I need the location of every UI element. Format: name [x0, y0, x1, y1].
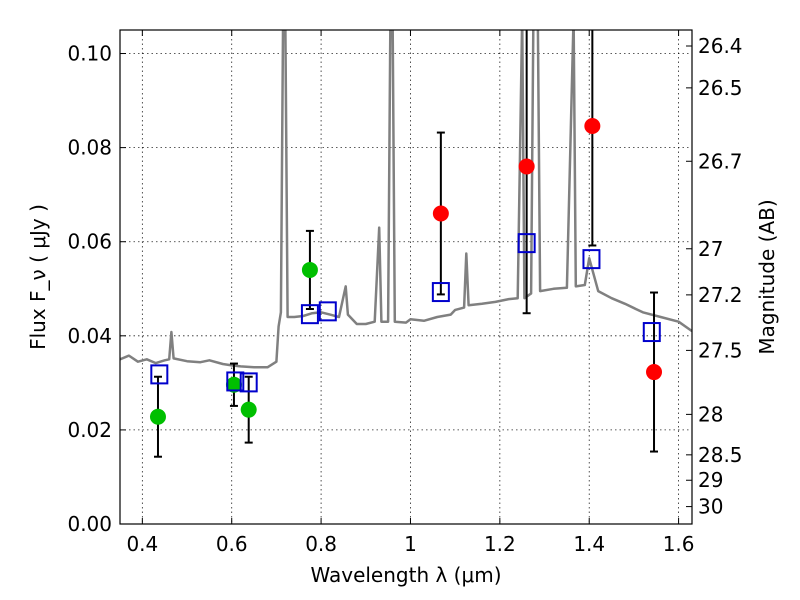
x-tick-label: 1.4 [573, 532, 605, 556]
x-tick-label: 0.4 [126, 532, 158, 556]
x-tick-label: 1 [404, 532, 417, 556]
right-tick-label: 27 [698, 237, 723, 261]
model-point [582, 249, 601, 270]
right-tick-label: 27.5 [698, 338, 743, 362]
right-tick-label: 27.2 [698, 283, 743, 307]
data-point [518, 158, 535, 175]
model-point [300, 304, 319, 325]
y-tick-label: 0.00 [67, 512, 112, 536]
y-tick-label: 0.06 [67, 230, 112, 254]
right-tick-label: 26.4 [698, 34, 743, 58]
y-tick-label: 0.08 [67, 136, 112, 160]
right-tick-label: 26.7 [698, 149, 743, 173]
model-point [318, 301, 337, 322]
x-tick-label: 0.8 [305, 532, 337, 556]
x-axis-label: Wavelength λ (μm) [310, 563, 501, 587]
axis-ticks: 0.4 0.6 0.8 1 1.2 1.4 1.6 0.00 0.02 0.04 0.06 0.08 0… [67, 30, 743, 556]
data-point [301, 261, 318, 278]
x-tick-label: 1.6 [663, 532, 695, 556]
right-tick-label: 30 [698, 495, 723, 519]
model-point [239, 372, 258, 393]
y-tick-label: 0.10 [67, 42, 112, 66]
grid-lines [120, 30, 692, 525]
right-tick-label: 28.5 [698, 443, 743, 467]
model-point [431, 282, 450, 303]
x-tick-label: 1.2 [484, 532, 516, 556]
model-point [150, 364, 169, 385]
y-tick-label: 0.04 [67, 324, 112, 348]
data-markers [149, 117, 663, 425]
plot-frame [119, 29, 693, 525]
data-point [584, 117, 601, 134]
data-point [240, 401, 257, 418]
right-axis-label: Magnitude (AB) [755, 199, 779, 354]
model-spectrum [120, 30, 692, 369]
model-point [226, 371, 245, 392]
data-point [432, 205, 449, 222]
data-point [149, 408, 166, 425]
y-axis-label: Flux F_ν ( μJy ) [26, 204, 50, 350]
right-tick-label: 28 [698, 402, 723, 426]
right-tick-label: 26.5 [698, 76, 743, 100]
data-point [646, 364, 663, 381]
right-tick-label: 29 [698, 468, 723, 492]
spectrum-line [120, 30, 692, 369]
x-tick-label: 0.6 [216, 532, 248, 556]
model-point [517, 233, 536, 254]
data-point [225, 376, 242, 393]
y-tick-label: 0.02 [67, 418, 112, 442]
model-point [642, 322, 661, 343]
